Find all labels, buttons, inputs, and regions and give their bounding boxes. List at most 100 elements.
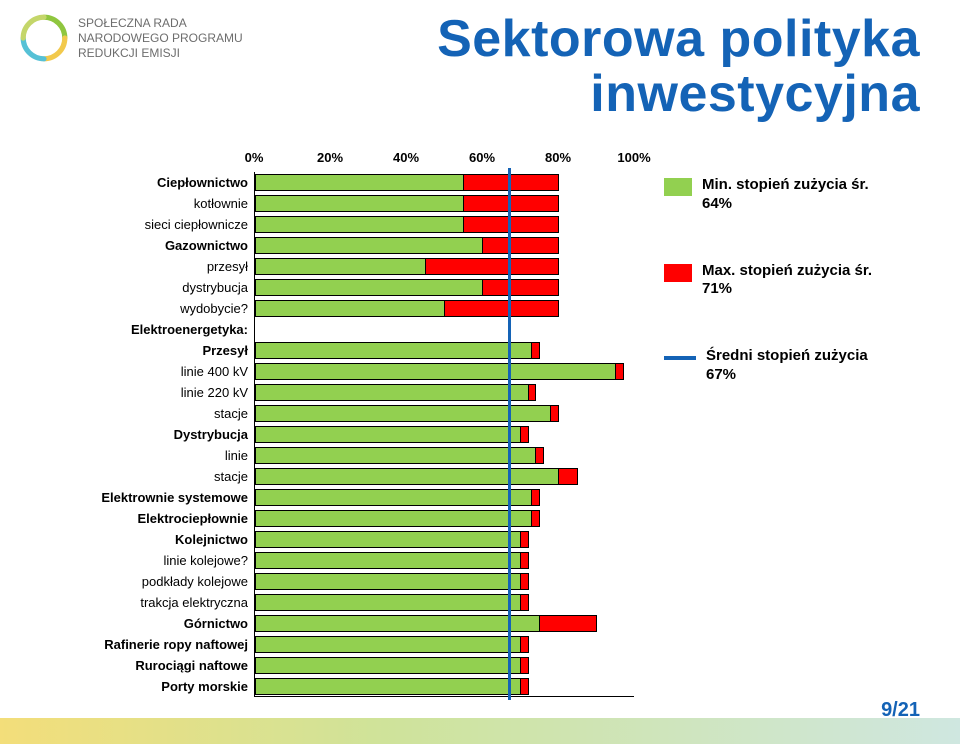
bar-row bbox=[255, 193, 634, 214]
bar-segment-max bbox=[445, 300, 559, 317]
bar-segment-min bbox=[255, 426, 521, 443]
category-label: linie 400 kV bbox=[40, 361, 254, 382]
bar-track bbox=[255, 342, 540, 359]
legend-min-swatch bbox=[664, 178, 692, 196]
legend-avg-swatch bbox=[664, 349, 696, 367]
brand-line2: NARODOWEGO PROGRAMU bbox=[78, 31, 243, 46]
bar-row bbox=[255, 214, 634, 235]
bar-segment-max bbox=[483, 237, 559, 254]
bar-segment-max bbox=[521, 552, 529, 569]
bar-row bbox=[255, 361, 634, 382]
brand-block: SPOŁECZNA RADA NARODOWEGO PROGRAMU REDUK… bbox=[18, 12, 243, 64]
bar-segment-max bbox=[464, 216, 559, 233]
bar-segment-min bbox=[255, 195, 464, 212]
bar-track bbox=[255, 615, 597, 632]
bar-track bbox=[255, 363, 624, 380]
bar-track bbox=[255, 468, 578, 485]
category-label: kotłownie bbox=[40, 193, 254, 214]
bar-segment-min bbox=[255, 489, 532, 506]
bar-segment-max bbox=[521, 678, 529, 695]
bar-track bbox=[255, 510, 540, 527]
bar-segment-max bbox=[464, 195, 559, 212]
bar-segment-max bbox=[540, 615, 597, 632]
bar-row bbox=[255, 466, 634, 487]
bar-segment-max bbox=[521, 573, 529, 590]
bar-row bbox=[255, 676, 634, 697]
bar-row bbox=[255, 655, 634, 676]
bar-segment-max bbox=[559, 468, 578, 485]
bar-segment-max bbox=[483, 279, 559, 296]
bar-segment-min bbox=[255, 510, 532, 527]
bar-row bbox=[255, 487, 634, 508]
category-label: Rafinerie ropy naftowej bbox=[40, 634, 254, 655]
bar-segment-min bbox=[255, 237, 483, 254]
category-label: Kolejnictwo bbox=[40, 529, 254, 550]
bar-track bbox=[255, 594, 529, 611]
bar-segment-max bbox=[536, 447, 544, 464]
bar-track bbox=[255, 216, 559, 233]
bar-segment-min bbox=[255, 216, 464, 233]
bar-segment-max bbox=[616, 363, 624, 380]
bar-segment-min bbox=[255, 258, 426, 275]
category-label: Ciepłownictwo bbox=[40, 172, 254, 193]
bar-track bbox=[255, 426, 529, 443]
bar-segment-min bbox=[255, 594, 521, 611]
bar-track bbox=[255, 300, 559, 317]
legend-max: Max. stopień zużycia śr. 71% bbox=[664, 262, 894, 300]
x-tick: 60% bbox=[469, 150, 495, 165]
bar-segment-min bbox=[255, 468, 559, 485]
footer-gradient bbox=[0, 718, 960, 744]
bar-row bbox=[255, 277, 634, 298]
y-axis-labels: Ciepłownictwokotłowniesieci ciepłownicze… bbox=[40, 172, 254, 697]
bar-segment-min bbox=[255, 279, 483, 296]
bar-row bbox=[255, 172, 634, 193]
brand-text: SPOŁECZNA RADA NARODOWEGO PROGRAMU REDUK… bbox=[78, 16, 243, 61]
bar-segment-max bbox=[521, 657, 529, 674]
bar-row bbox=[255, 550, 634, 571]
category-label: Dystrybucja bbox=[40, 424, 254, 445]
brand-line1: SPOŁECZNA RADA bbox=[78, 16, 243, 31]
bar-row bbox=[255, 256, 634, 277]
category-label: linie kolejowe? bbox=[40, 550, 254, 571]
bar-track bbox=[255, 531, 529, 548]
category-label: linie bbox=[40, 445, 254, 466]
category-label: wydobycie? bbox=[40, 298, 254, 319]
bar-row bbox=[255, 571, 634, 592]
bar-track bbox=[255, 258, 559, 275]
bar-segment-max bbox=[521, 531, 529, 548]
bar-segment-max bbox=[529, 384, 537, 401]
bar-segment-min bbox=[255, 636, 521, 653]
bar-track bbox=[255, 237, 559, 254]
category-label: Górnictwo bbox=[40, 613, 254, 634]
category-label: linie 220 kV bbox=[40, 382, 254, 403]
title-line2: inwestycyjna bbox=[437, 67, 920, 122]
bar-segment-max bbox=[426, 258, 559, 275]
title-line1: Sektorowa polityka bbox=[437, 12, 920, 67]
bar-segment-min bbox=[255, 384, 529, 401]
bar-segment-min bbox=[255, 300, 445, 317]
bar-segment-min bbox=[255, 174, 464, 191]
bar-track bbox=[255, 573, 529, 590]
bar-row bbox=[255, 382, 634, 403]
bar-track bbox=[255, 405, 559, 422]
legend-avg-label: Średni stopień zużycia 67% bbox=[706, 347, 894, 385]
bar-segment-min bbox=[255, 615, 540, 632]
legend-min: Min. stopień zużycia śr. 64% bbox=[664, 176, 894, 214]
bar-segment-min bbox=[255, 573, 521, 590]
category-label: Rurociągi naftowe bbox=[40, 655, 254, 676]
legend-max-label: Max. stopień zużycia śr. 71% bbox=[702, 262, 894, 300]
bar-segment-min bbox=[255, 531, 521, 548]
bar-segment-min bbox=[255, 363, 616, 380]
bar-row bbox=[255, 319, 634, 340]
category-label: Elektroenergetyka: bbox=[40, 319, 254, 340]
category-label: Elektrociepłownie bbox=[40, 508, 254, 529]
bar-track bbox=[255, 636, 529, 653]
category-label: przesył bbox=[40, 256, 254, 277]
x-axis: 0%20%40%60%80%100% bbox=[254, 148, 634, 172]
x-tick: 100% bbox=[617, 150, 650, 165]
bar-segment-min bbox=[255, 405, 551, 422]
bar-track bbox=[255, 552, 529, 569]
chart-container: 0%20%40%60%80%100% Ciepłownictwokotłowni… bbox=[40, 148, 920, 694]
bar-segment-min bbox=[255, 447, 536, 464]
legend-avg: Średni stopień zużycia 67% bbox=[664, 347, 894, 385]
